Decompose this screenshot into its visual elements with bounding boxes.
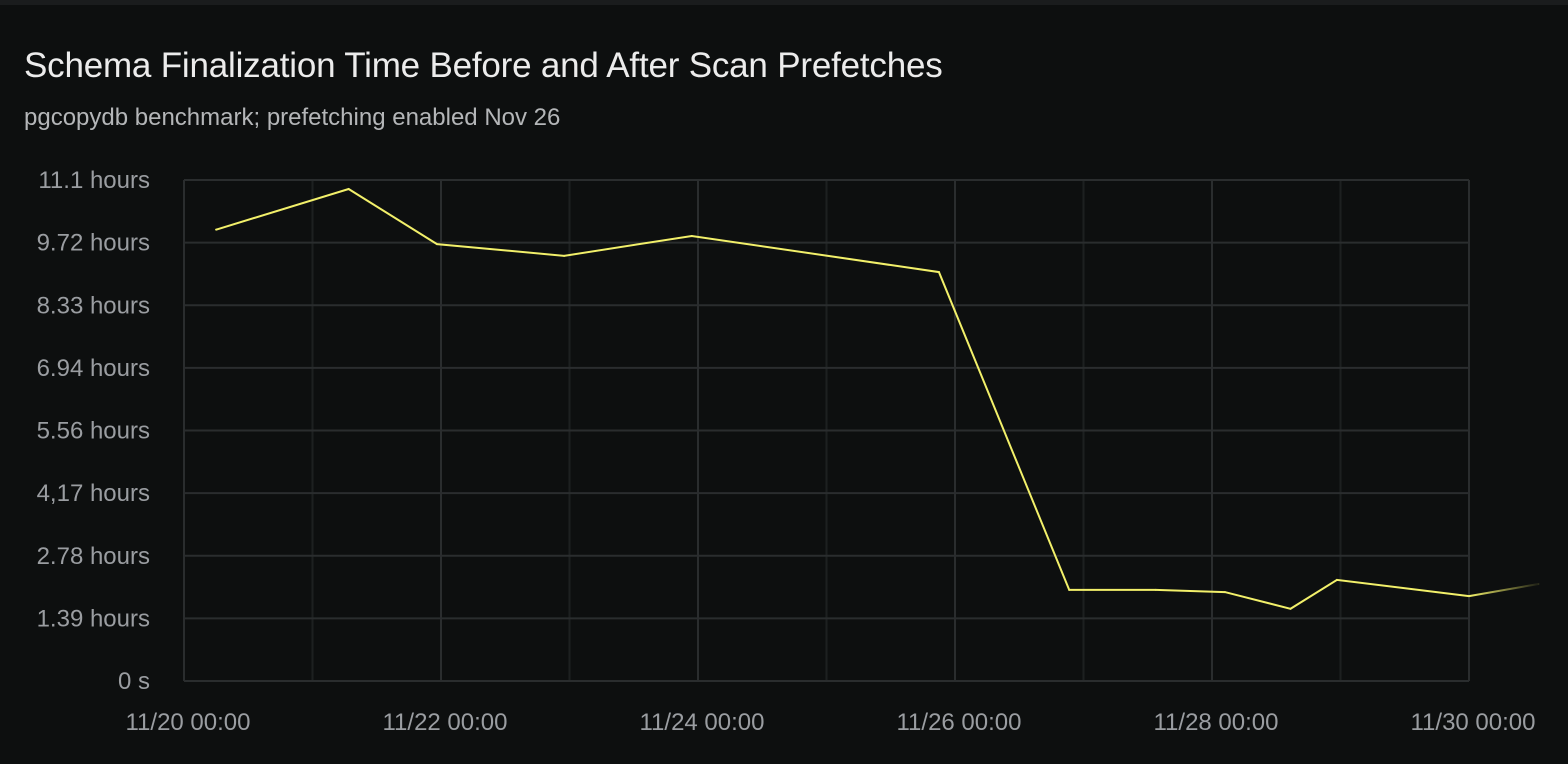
data-point: [435, 243, 438, 246]
y-tick-label: 4,17 hours: [37, 480, 150, 507]
data-point: [690, 234, 693, 237]
y-tick-label: 9.72 hours: [37, 230, 150, 257]
series-line: [215, 187, 1470, 610]
x-tick-label: 11/28 00:00: [1153, 709, 1278, 736]
series-line-overflow: [1468, 582, 1539, 598]
x-tick-label: 11/22 00:00: [382, 709, 507, 736]
data-point: [215, 228, 218, 231]
x-tick-label: 11/20 00:00: [125, 709, 250, 736]
data-point: [1537, 582, 1540, 585]
data-point: [347, 188, 350, 191]
x-tick-label: 11/30 00:00: [1410, 709, 1535, 736]
data-point: [1154, 588, 1157, 591]
data-point: [563, 254, 566, 257]
data-point: [1289, 607, 1292, 610]
data-point: [1335, 578, 1338, 581]
data-point: [937, 271, 940, 274]
x-tick-label: 11/26 00:00: [896, 709, 1021, 736]
x-tick-label: 11/24 00:00: [639, 709, 764, 736]
y-tick-label: 0 s: [118, 668, 150, 695]
chart-subtitle: pgcopydb benchmark; prefetching enabled …: [24, 104, 561, 131]
y-tick-label: 5.56 hours: [37, 418, 150, 445]
data-point: [1068, 588, 1071, 591]
y-tick-label: 11.1 hours: [38, 167, 150, 194]
top-border: [0, 0, 1568, 5]
y-tick-label: 8.33 hours: [37, 292, 150, 319]
data-point: [1468, 595, 1470, 598]
chart-title: Schema Finalization Time Before and Afte…: [24, 46, 943, 85]
y-tick-label: 1.39 hours: [37, 605, 150, 632]
y-tick-label: 2.78 hours: [37, 543, 150, 570]
y-tick-label: 6.94 hours: [37, 355, 150, 382]
data-point: [1223, 591, 1226, 594]
